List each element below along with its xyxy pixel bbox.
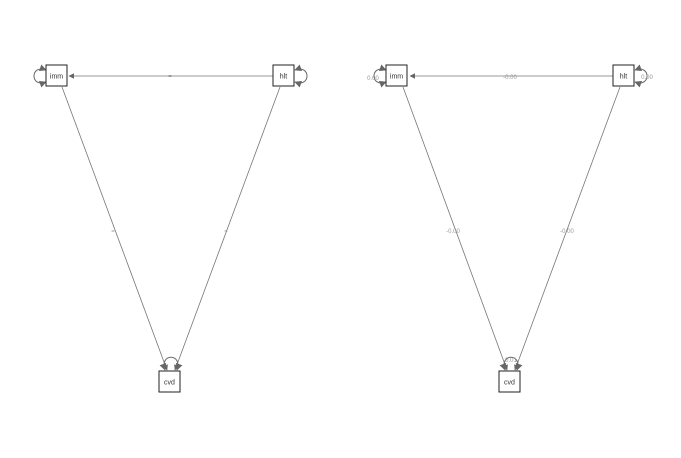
- variance-label-imm: 0.00: [367, 76, 379, 82]
- node-label-cvd: cvd: [504, 380, 515, 387]
- node-hlt[interactable]: hlt: [612, 64, 635, 87]
- edge-label-hlt-imm: -0.00: [503, 75, 517, 81]
- node-label-cvd: cvd: [164, 380, 175, 387]
- node-label-imm: imm: [50, 74, 63, 81]
- variance-loop-hlt[interactable]: [634, 64, 648, 88]
- variance-label-cvd: 0.01: [505, 358, 517, 364]
- edge-label-hlt-cvd: -0.00: [560, 229, 574, 235]
- edge-label-imm-cvd: -0.00: [446, 229, 460, 235]
- edge-label-hlt-imm: =: [168, 74, 172, 80]
- edge-hlt-cvd[interactable]: [514, 86, 621, 371]
- variance-loop-hlt[interactable]: [294, 64, 308, 88]
- node-cvd[interactable]: cvd: [498, 370, 521, 393]
- edge-label-hlt-cvd: =: [224, 229, 228, 235]
- node-imm[interactable]: imm: [385, 64, 408, 87]
- node-label-hlt: hlt: [280, 74, 287, 81]
- edge-imm-cvd[interactable]: [402, 86, 508, 371]
- node-label-imm: imm: [390, 74, 403, 81]
- diagram-left: = = = imm hlt cvd: [33, 64, 308, 393]
- node-hlt[interactable]: hlt: [272, 64, 295, 87]
- node-imm[interactable]: imm: [45, 64, 68, 87]
- edge-hlt-cvd[interactable]: [174, 86, 281, 371]
- variance-loop-imm[interactable]: [33, 64, 47, 88]
- variance-loop-cvd[interactable]: [499, 356, 523, 371]
- variance-loop-cvd[interactable]: [159, 356, 183, 371]
- node-cvd[interactable]: cvd: [158, 370, 181, 393]
- edge-imm-cvd[interactable]: [61, 86, 168, 371]
- node-label-hlt: hlt: [620, 74, 627, 81]
- diagram-right: -0.00 -0.00 -0.00 0.00 0.00 0.01 imm hlt…: [367, 64, 653, 393]
- edge-label-imm-cvd: =: [111, 229, 115, 235]
- variance-loop-imm[interactable]: [373, 64, 387, 88]
- variance-label-hlt: 0.00: [641, 75, 653, 81]
